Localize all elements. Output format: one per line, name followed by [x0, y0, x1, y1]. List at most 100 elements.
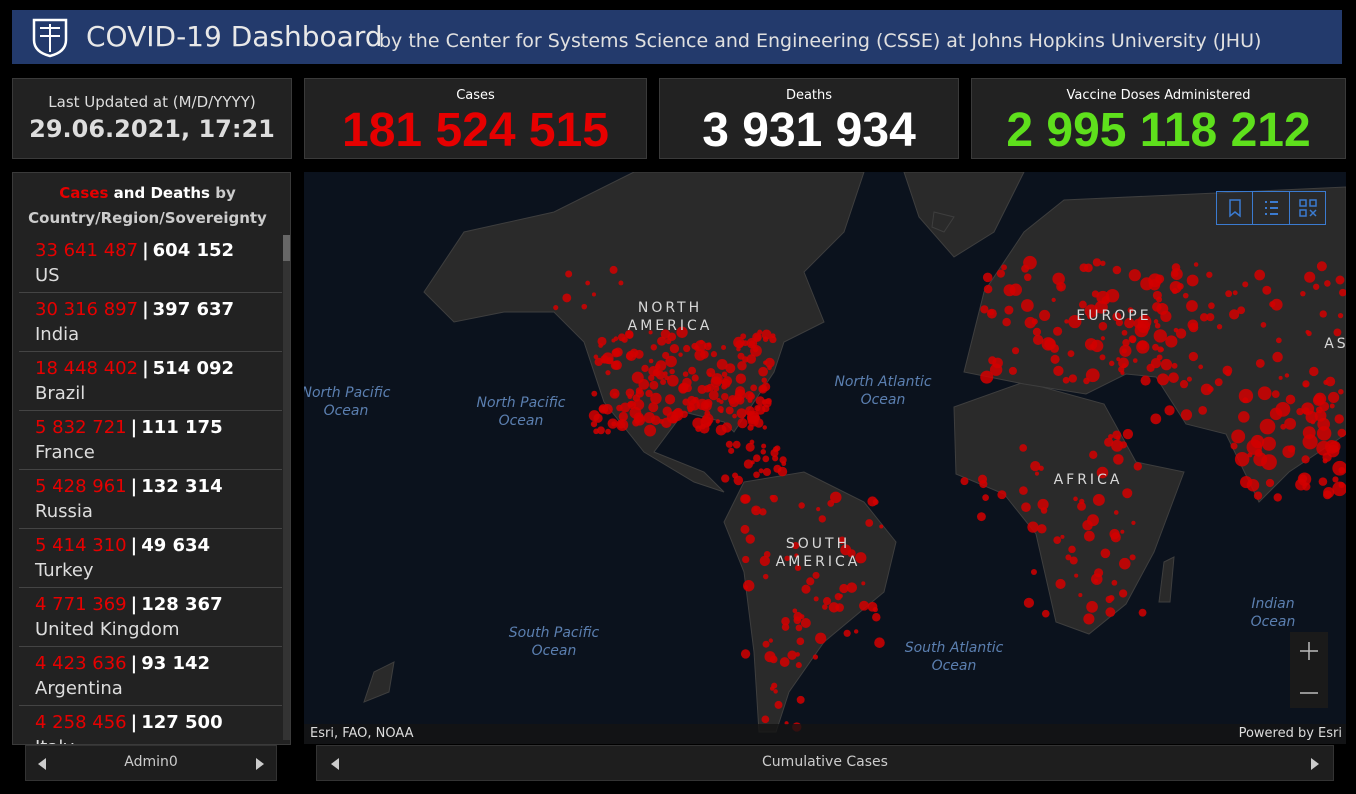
- case-dot: [828, 602, 840, 613]
- case-dot: [648, 330, 653, 335]
- case-dot: [992, 357, 1003, 369]
- country-item[interactable]: 5 428 961 | 132 314 Russia: [19, 471, 282, 529]
- case-dot: [1323, 486, 1335, 499]
- case-dot: [1092, 258, 1102, 267]
- case-dot: [613, 336, 619, 341]
- item-cases: 5 414 310: [35, 535, 127, 556]
- case-dot: [1111, 579, 1118, 586]
- country-item[interactable]: 18 448 402 | 514 092 Brazil: [19, 353, 282, 411]
- case-dot: [762, 640, 770, 648]
- next-arrow[interactable]: [1311, 758, 1321, 770]
- case-dot: [747, 397, 753, 403]
- next-arrow[interactable]: [256, 758, 266, 770]
- case-dot: [618, 280, 624, 286]
- case-dot: [752, 332, 762, 343]
- case-dot: [1259, 418, 1276, 435]
- case-dot: [1302, 434, 1318, 450]
- case-dot: [704, 410, 711, 417]
- case-dot: [667, 332, 677, 341]
- case-dot: [1262, 285, 1272, 295]
- case-dot: [1272, 351, 1283, 363]
- case-dot: [617, 333, 626, 342]
- case-dot: [779, 657, 790, 667]
- case-dot: [813, 596, 819, 602]
- item-country: France: [35, 442, 95, 463]
- case-dot: [1206, 313, 1215, 322]
- country-item[interactable]: 33 641 487 | 604 152 US: [19, 235, 282, 293]
- item-cases: 5 428 961: [35, 476, 127, 497]
- case-dot: [1303, 382, 1308, 388]
- map-label-line: Ocean: [532, 643, 577, 659]
- case-dot: [715, 424, 727, 436]
- case-dot: [762, 336, 769, 342]
- case-dot: [1238, 411, 1250, 423]
- item-cases: 5 832 721: [35, 417, 127, 438]
- case-dot: [759, 555, 771, 567]
- case-dot: [1285, 394, 1296, 405]
- basemap-button[interactable]: [1288, 192, 1325, 224]
- map-label: North Atlantic Ocean: [834, 374, 931, 408]
- country-item[interactable]: 30 316 897 | 397 637 India: [19, 294, 282, 352]
- case-dot: [794, 553, 799, 558]
- case-dot: [1067, 350, 1075, 358]
- country-item[interactable]: 4 423 636 | 93 142 Argentina: [19, 648, 282, 706]
- case-dot: [839, 583, 849, 594]
- case-dot: [732, 440, 741, 449]
- case-dot: [1037, 524, 1047, 534]
- case-dot: [1312, 283, 1320, 290]
- case-dot: [792, 608, 798, 614]
- case-dot: [736, 408, 747, 419]
- case-dot: [695, 425, 702, 432]
- case-dot: [681, 382, 689, 391]
- case-dot: [1127, 307, 1134, 314]
- case-dot: [743, 459, 754, 469]
- case-dot: [1180, 409, 1193, 421]
- case-dot: [706, 367, 716, 377]
- country-item[interactable]: 4 258 456|127 500 Italy: [19, 707, 282, 744]
- case-dot: [815, 632, 827, 644]
- zoom-out[interactable]: [1290, 674, 1328, 712]
- case-dot: [1041, 337, 1055, 351]
- bookmark-button[interactable]: [1217, 192, 1252, 224]
- map-canvas: NORTHAMERICAEUROPEASIAFRICASOUTHAMERICAN…: [304, 172, 1346, 733]
- case-dot: [1074, 573, 1079, 578]
- case-dot: [634, 414, 646, 426]
- map[interactable]: NORTHAMERICAEUROPEASIAFRICASOUTHAMERICAN…: [304, 172, 1346, 744]
- case-dot: [1237, 306, 1246, 315]
- case-dot: [1193, 262, 1199, 267]
- prev-arrow[interactable]: [38, 758, 48, 770]
- case-dot: [1150, 413, 1162, 425]
- case-dot: [1168, 372, 1179, 383]
- case-dot: [768, 638, 774, 643]
- case-dot: [609, 388, 620, 399]
- map-label-line: North Atlantic: [834, 374, 931, 390]
- case-dot: [676, 326, 688, 338]
- case-dot: [1113, 510, 1119, 515]
- item-country: India: [35, 324, 80, 345]
- case-dot: [1164, 405, 1175, 416]
- prev-arrow[interactable]: [331, 758, 341, 770]
- case-dot: [1094, 300, 1108, 314]
- zoom-in[interactable]: [1290, 632, 1328, 670]
- case-dot: [612, 348, 620, 357]
- scrollbar-thumb[interactable]: [283, 235, 290, 261]
- case-dot: [645, 389, 653, 398]
- item-country: Brazil: [35, 383, 86, 404]
- country-item[interactable]: 5 832 721 | 111 175 France: [19, 412, 282, 470]
- item-country: Turkey: [35, 560, 94, 581]
- case-dot: [806, 577, 815, 586]
- country-item[interactable]: 5 414 310 | 49 634 Turkey: [19, 530, 282, 588]
- legend-button[interactable]: [1252, 192, 1288, 224]
- country-item[interactable]: 4 771 369 | 128 367 United Kingdom: [19, 589, 282, 647]
- case-dot: [635, 389, 645, 398]
- case-dot: [616, 419, 629, 432]
- case-dot: [1153, 319, 1159, 324]
- case-dot: [865, 519, 874, 527]
- case-dot: [799, 614, 805, 620]
- case-dot: [1027, 521, 1039, 533]
- case-dot: [643, 412, 655, 424]
- case-dot: [1051, 297, 1056, 303]
- case-dot: [1337, 312, 1344, 319]
- case-dot: [662, 406, 672, 416]
- case-dot: [1115, 435, 1121, 441]
